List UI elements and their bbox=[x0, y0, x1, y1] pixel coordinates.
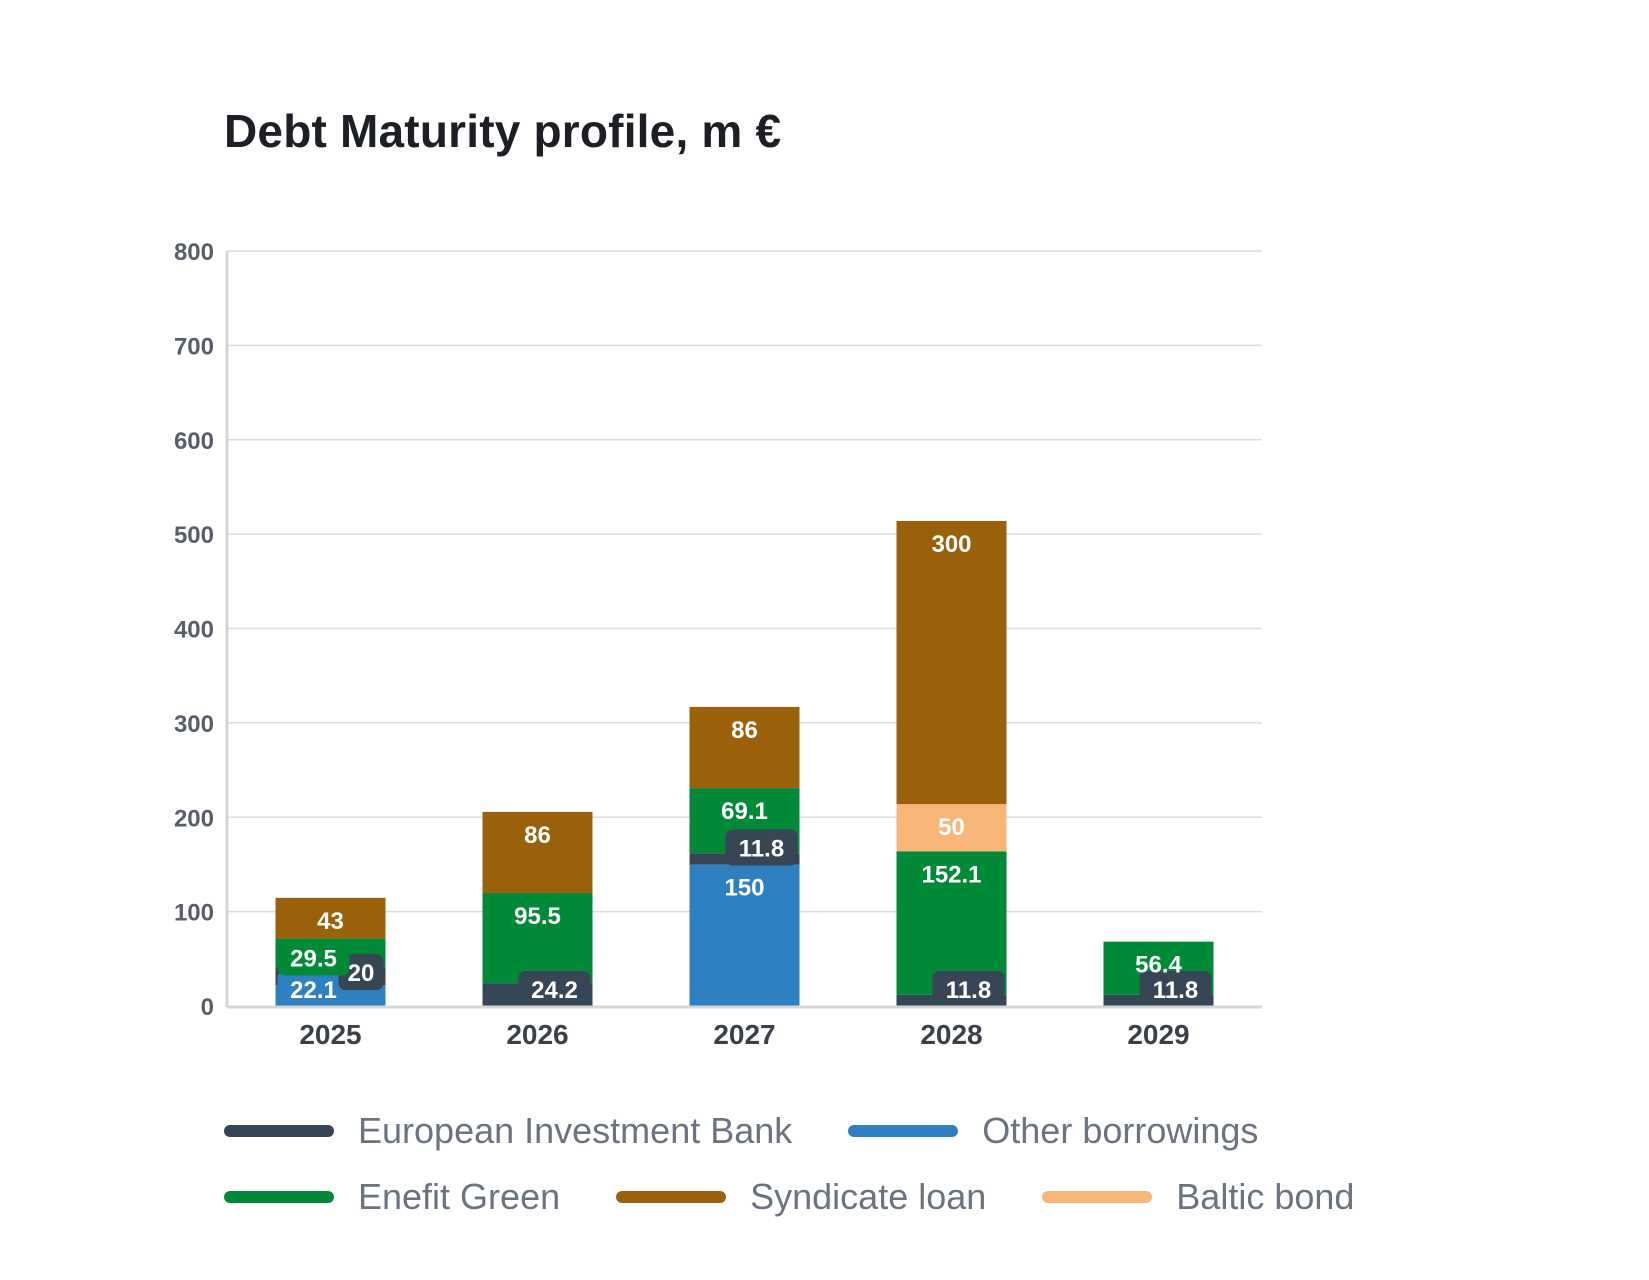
data-label-bg bbox=[277, 971, 350, 1007]
bar-segment bbox=[896, 851, 1007, 995]
bar-segment bbox=[689, 864, 800, 1006]
legend-item[interactable]: European Investment Bank bbox=[224, 1110, 792, 1152]
legend-item[interactable]: Baltic bond bbox=[1042, 1176, 1354, 1218]
data-label: 150 bbox=[724, 874, 764, 901]
bar-segment bbox=[689, 706, 800, 789]
data-label: 86 bbox=[524, 822, 551, 849]
data-label-bg bbox=[338, 954, 384, 991]
data-label-bg bbox=[518, 971, 591, 1007]
legend-label: Syndicate loan bbox=[750, 1176, 987, 1217]
data-label: 300 bbox=[931, 531, 971, 558]
x-tick-label: 2025 bbox=[299, 1019, 361, 1050]
data-label: 20 bbox=[348, 960, 375, 987]
legend-label: European Investment Bank bbox=[358, 1110, 793, 1151]
bar-segment bbox=[482, 893, 593, 984]
y-tick-label: 100 bbox=[174, 900, 214, 927]
y-tick-label: 200 bbox=[174, 805, 214, 832]
x-axis-ticks: 2025 2026 2027 2028 2029 bbox=[299, 1019, 1189, 1050]
data-label: 152.1 bbox=[921, 861, 981, 888]
chart-title: Debt Maturity profile, m € bbox=[224, 105, 782, 157]
data-label: 95.5 bbox=[514, 903, 561, 930]
y-tick-label: 0 bbox=[201, 994, 214, 1021]
data-label: 29.5 bbox=[290, 945, 337, 972]
data-label: 11.8 bbox=[739, 835, 784, 862]
legend-swatch bbox=[1042, 1191, 1153, 1203]
bar-segment bbox=[482, 811, 593, 894]
y-tick-label: 300 bbox=[174, 711, 214, 738]
bar-segment bbox=[275, 897, 386, 939]
legend-item[interactable]: Other borrowings bbox=[848, 1110, 1258, 1152]
legend-label: Other borrowings bbox=[982, 1110, 1259, 1151]
data-label: 50 bbox=[938, 814, 965, 841]
legend-row: Enefit Green Syndicate loan Baltic bond bbox=[224, 1164, 1424, 1230]
bar-segment bbox=[896, 804, 1007, 852]
data-label: 86 bbox=[731, 717, 758, 744]
legend-label: Baltic bond bbox=[1176, 1176, 1355, 1217]
y-tick-label: 800 bbox=[174, 239, 214, 266]
legend-row: European Investment Bank Other borrowings bbox=[224, 1098, 1424, 1164]
stacked-bar-chart: 0 100 200 300 400 500 600 700 800 22.1 20 29.5 43 24… bbox=[174, 239, 1262, 1050]
data-label: 22.1 bbox=[290, 977, 337, 1004]
data-label: 43 bbox=[317, 908, 344, 935]
legend: European Investment Bank Other borrowings… bbox=[224, 1098, 1424, 1230]
legend-item[interactable]: Syndicate loan bbox=[616, 1176, 986, 1218]
y-tick-label: 700 bbox=[174, 333, 214, 360]
data-label: 11.8 bbox=[1153, 977, 1198, 1004]
data-label: 11.8 bbox=[946, 977, 991, 1004]
data-label-bg bbox=[725, 829, 798, 866]
data-label: 24.2 bbox=[531, 977, 578, 1004]
x-tick-label: 2029 bbox=[1127, 1019, 1189, 1050]
data-label: 56.4 bbox=[1135, 952, 1182, 979]
data-label: 69.1 bbox=[721, 798, 768, 825]
data-label-bg bbox=[932, 971, 1005, 1007]
legend-swatch bbox=[616, 1191, 727, 1203]
y-tick-label: 400 bbox=[174, 617, 214, 644]
legend-swatch bbox=[224, 1125, 334, 1137]
legend-item[interactable]: Enefit Green bbox=[224, 1176, 560, 1218]
bar-segment bbox=[896, 521, 1007, 805]
data-labels: 22.1 20 29.5 43 24.2 95.5 86 150 11.8 69.1 86 11.8 1… bbox=[277, 531, 1212, 1007]
data-label-bg bbox=[1139, 971, 1212, 1007]
legend-label: Enefit Green bbox=[358, 1176, 561, 1217]
legend-swatch bbox=[848, 1125, 959, 1137]
x-tick-label: 2028 bbox=[920, 1019, 982, 1050]
y-tick-label: 500 bbox=[174, 522, 214, 549]
axes bbox=[225, 251, 1262, 1009]
bars bbox=[275, 521, 1214, 1006]
legend-swatch bbox=[224, 1191, 334, 1203]
x-tick-label: 2026 bbox=[506, 1019, 568, 1050]
data-label-bg bbox=[277, 939, 350, 976]
y-axis-ticks: 0 100 200 300 400 500 600 700 800 bbox=[174, 239, 214, 1021]
y-tick-label: 600 bbox=[174, 428, 214, 455]
x-tick-label: 2027 bbox=[713, 1019, 775, 1050]
